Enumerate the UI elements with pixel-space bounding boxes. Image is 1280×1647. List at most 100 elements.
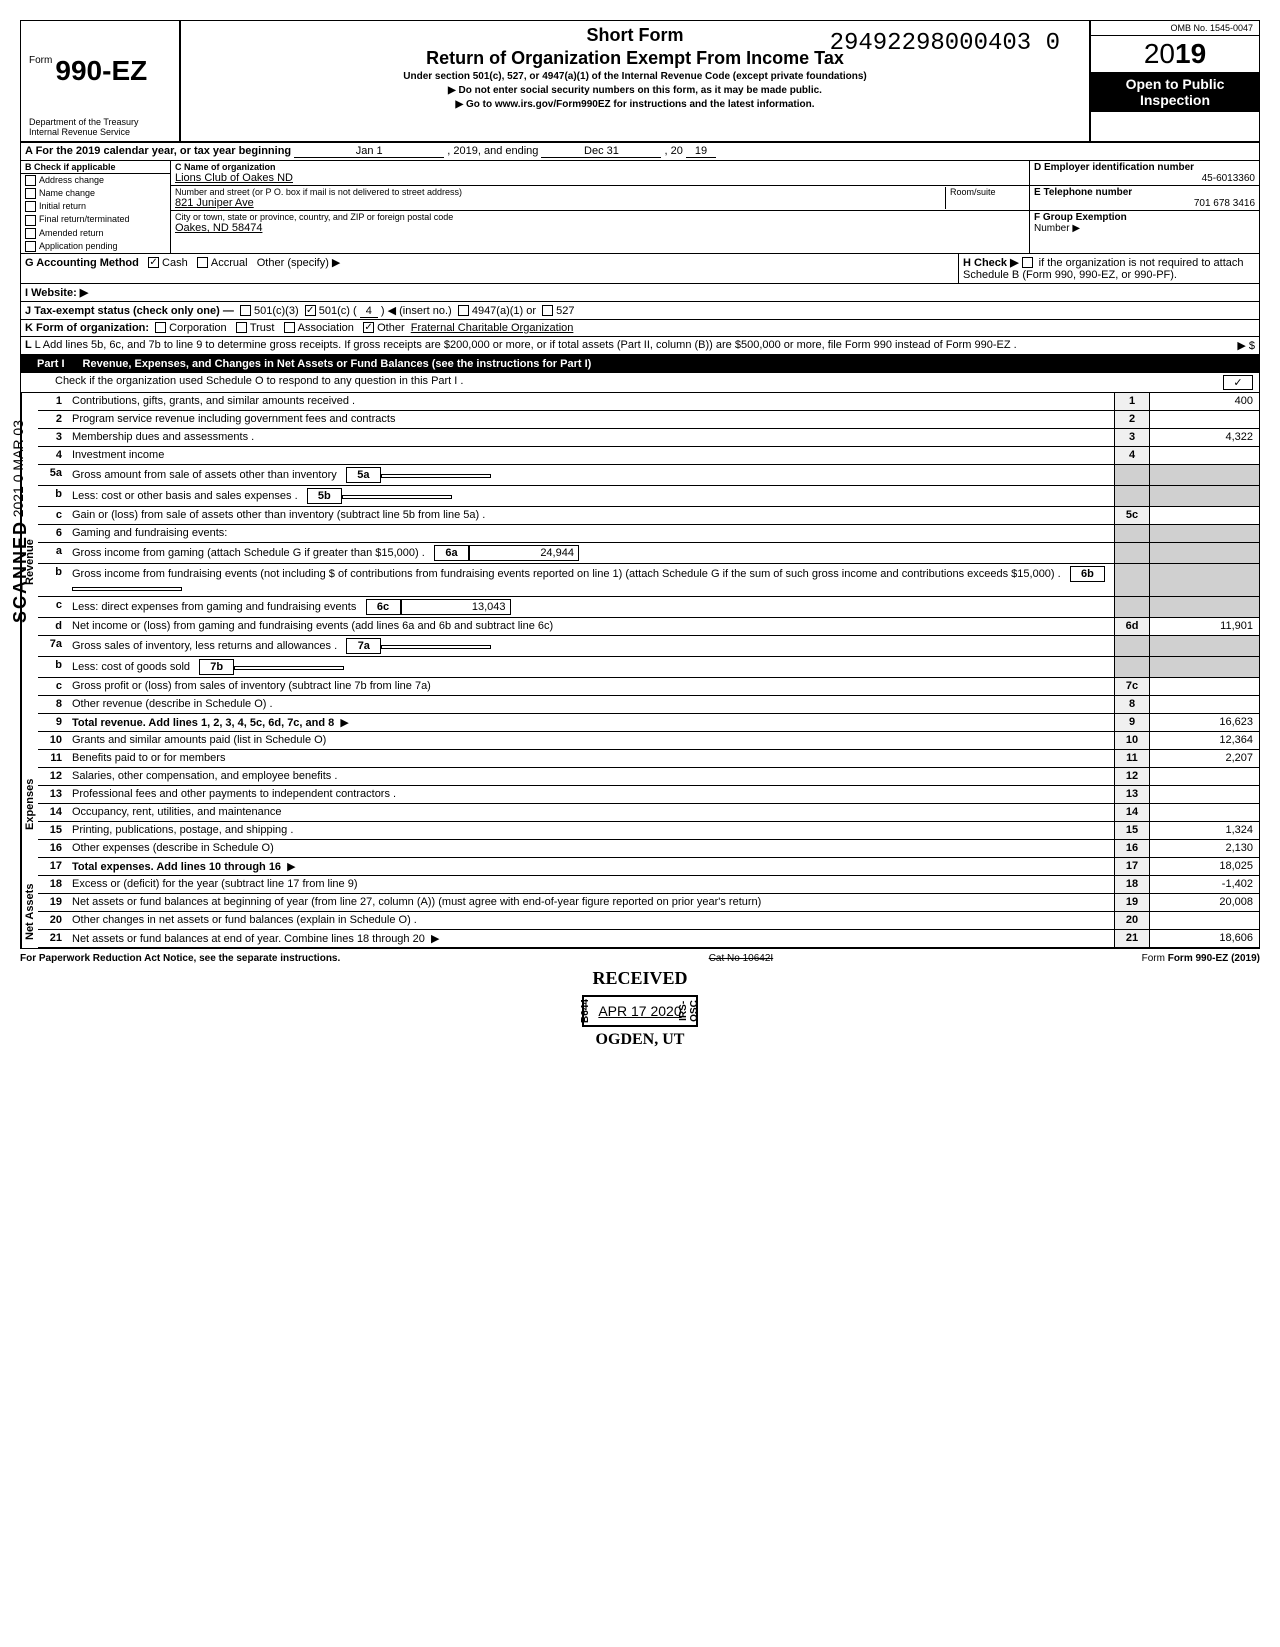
footer-right: Form Form 990-EZ (2019) [1142,953,1260,964]
open-public-2: Inspection [1095,92,1255,108]
527-checkbox[interactable] [542,305,553,316]
bcdef-block: B Check if applicable Address change Nam… [21,161,1259,254]
line12-box: 12 [1114,768,1149,785]
l-row: L L Add lines 5b, 6c, and 7b to line 9 t… [21,337,1259,355]
k-assoc: Association [298,322,354,334]
b-amended: Amended return [39,228,104,238]
k-other: Other [377,322,405,334]
g-accrual: Accrual [211,257,248,269]
initial-return-checkbox[interactable] [25,201,36,212]
j-row: J Tax-exempt status (check only one) — 5… [21,302,1259,320]
line5a-subamt [381,474,491,478]
line4-amt [1149,447,1259,464]
street-label: Number and street (or P O. box if mail i… [175,187,945,197]
e-label: E Telephone number [1034,187,1132,198]
f-label: F Group Exemption [1034,212,1127,223]
line8-box: 8 [1114,696,1149,713]
corp-checkbox[interactable] [155,322,166,333]
501c3-checkbox[interactable] [240,305,251,316]
line20-box: 20 [1114,912,1149,929]
revenue-section: Revenue 1Contributions, gifts, grants, a… [21,393,1259,732]
line11-amt: 2,207 [1149,750,1259,767]
j-527: 527 [556,305,574,317]
tax-year: 2019 [1091,36,1259,72]
accrual-checkbox[interactable] [197,257,208,268]
schedule-o-checkbox[interactable]: ✓ [1223,375,1253,390]
line17-amt: 18,025 [1149,858,1259,875]
line14-box: 14 [1114,804,1149,821]
line15-desc: Printing, publications, postage, and shi… [68,822,1114,839]
i-row: I Website: ▶ [21,284,1259,302]
section-def: D Employer identification number 45-6013… [1029,161,1259,253]
tax-year-end-yr: 19 [686,145,716,158]
c-label: C Name of organization [175,162,276,172]
k-corp: Corporation [169,322,226,334]
4947-checkbox[interactable] [458,305,469,316]
section-b: B Check if applicable Address change Nam… [21,161,171,253]
name-change-checkbox[interactable] [25,188,36,199]
line-a-row: A For the 2019 calendar year, or tax yea… [21,143,1259,161]
k-other-val: Fraternal Charitable Organization [411,322,574,334]
k-trust: Trust [250,322,275,334]
website-note: ▶ Go to www.irs.gov/Form990EZ for instru… [189,99,1081,110]
line6b-desc: Gross income from fundraising events (no… [72,568,335,580]
line5c-amt [1149,507,1259,524]
dln-number: 29492298000403 0 [830,30,1060,57]
line21-desc: Net assets or fund balances at end of ye… [72,933,425,945]
line20-amt [1149,912,1259,929]
line19-amt: 20,008 [1149,894,1259,911]
form-number-box: Form 990-EZ Department of the Treasury I… [21,21,181,141]
k-row: K Form of organization: Corporation Trus… [21,320,1259,337]
line5b-desc: Less: cost or other basis and sales expe… [72,490,298,502]
line-a-mid2: , 2019, and ending [447,145,538,157]
line4-desc: Investment income [68,447,1114,464]
line5b-sub: 5b [307,488,342,504]
line-a-end2: , 20 [665,145,683,157]
amended-return-checkbox[interactable] [25,228,36,239]
line6b-subamt [72,587,182,591]
g-other: Other (specify) ▶ [257,257,341,269]
app-pending-checkbox[interactable] [25,241,36,252]
line1-amt: 400 [1149,393,1259,410]
line7b-subamt [234,666,344,670]
assoc-checkbox[interactable] [284,322,295,333]
j-501c-end: ) ◀ (insert no.) [381,305,452,317]
line12-desc: Salaries, other compensation, and employ… [68,768,1114,785]
other-checkbox[interactable] [363,322,374,333]
expenses-section: Expenses 10Grants and similar amounts pa… [21,732,1259,876]
line4-box: 4 [1114,447,1149,464]
b-final: Final return/terminated [39,214,130,224]
line16-desc: Other expenses (describe in Schedule O) [68,840,1114,857]
line5b-subamt [342,495,452,499]
line7a-sub: 7a [346,638,381,654]
line21-amt: 18,606 [1149,930,1259,947]
dept-treasury: Department of the Treasury [29,117,189,127]
trust-checkbox[interactable] [236,322,247,333]
line6d-desc: Net income or (loss) from gaming and fun… [68,618,1114,635]
netassets-side-label: Net Assets [21,876,38,948]
street-address: 821 Juniper Ave [175,197,945,209]
line7a-desc: Gross sales of inventory, less returns a… [72,640,337,652]
line19-box: 19 [1114,894,1149,911]
year-prefix: 20 [1144,38,1175,69]
line7c-box: 7c [1114,678,1149,695]
ein: 45-6013360 [1034,173,1255,184]
l-arrow: ▶ $ [1237,340,1255,352]
b-label: B Check if applicable [25,162,116,172]
line18-desc: Excess or (deficit) for the year (subtra… [68,876,1114,893]
addr-change-checkbox[interactable] [25,175,36,186]
line18-box: 18 [1114,876,1149,893]
schedule-b-checkbox[interactable] [1022,257,1033,268]
final-return-checkbox[interactable] [25,215,36,226]
i-label: I Website: ▶ [25,287,88,299]
received-date: APR 17 2020 [598,1003,681,1019]
ssn-note: ▶ Do not enter social security numbers o… [189,85,1081,96]
line7b-desc: Less: cost of goods sold [72,661,190,673]
line19-desc: Net assets or fund balances at beginning… [68,894,1114,911]
line16-amt: 2,130 [1149,840,1259,857]
501c-checkbox[interactable] [305,305,316,316]
line18-amt: -1,402 [1149,876,1259,893]
cash-checkbox[interactable] [148,257,159,268]
right-header-box: OMB No. 1545-0047 2019 Open to Public In… [1089,21,1259,141]
line6d-box: 6d [1114,618,1149,635]
